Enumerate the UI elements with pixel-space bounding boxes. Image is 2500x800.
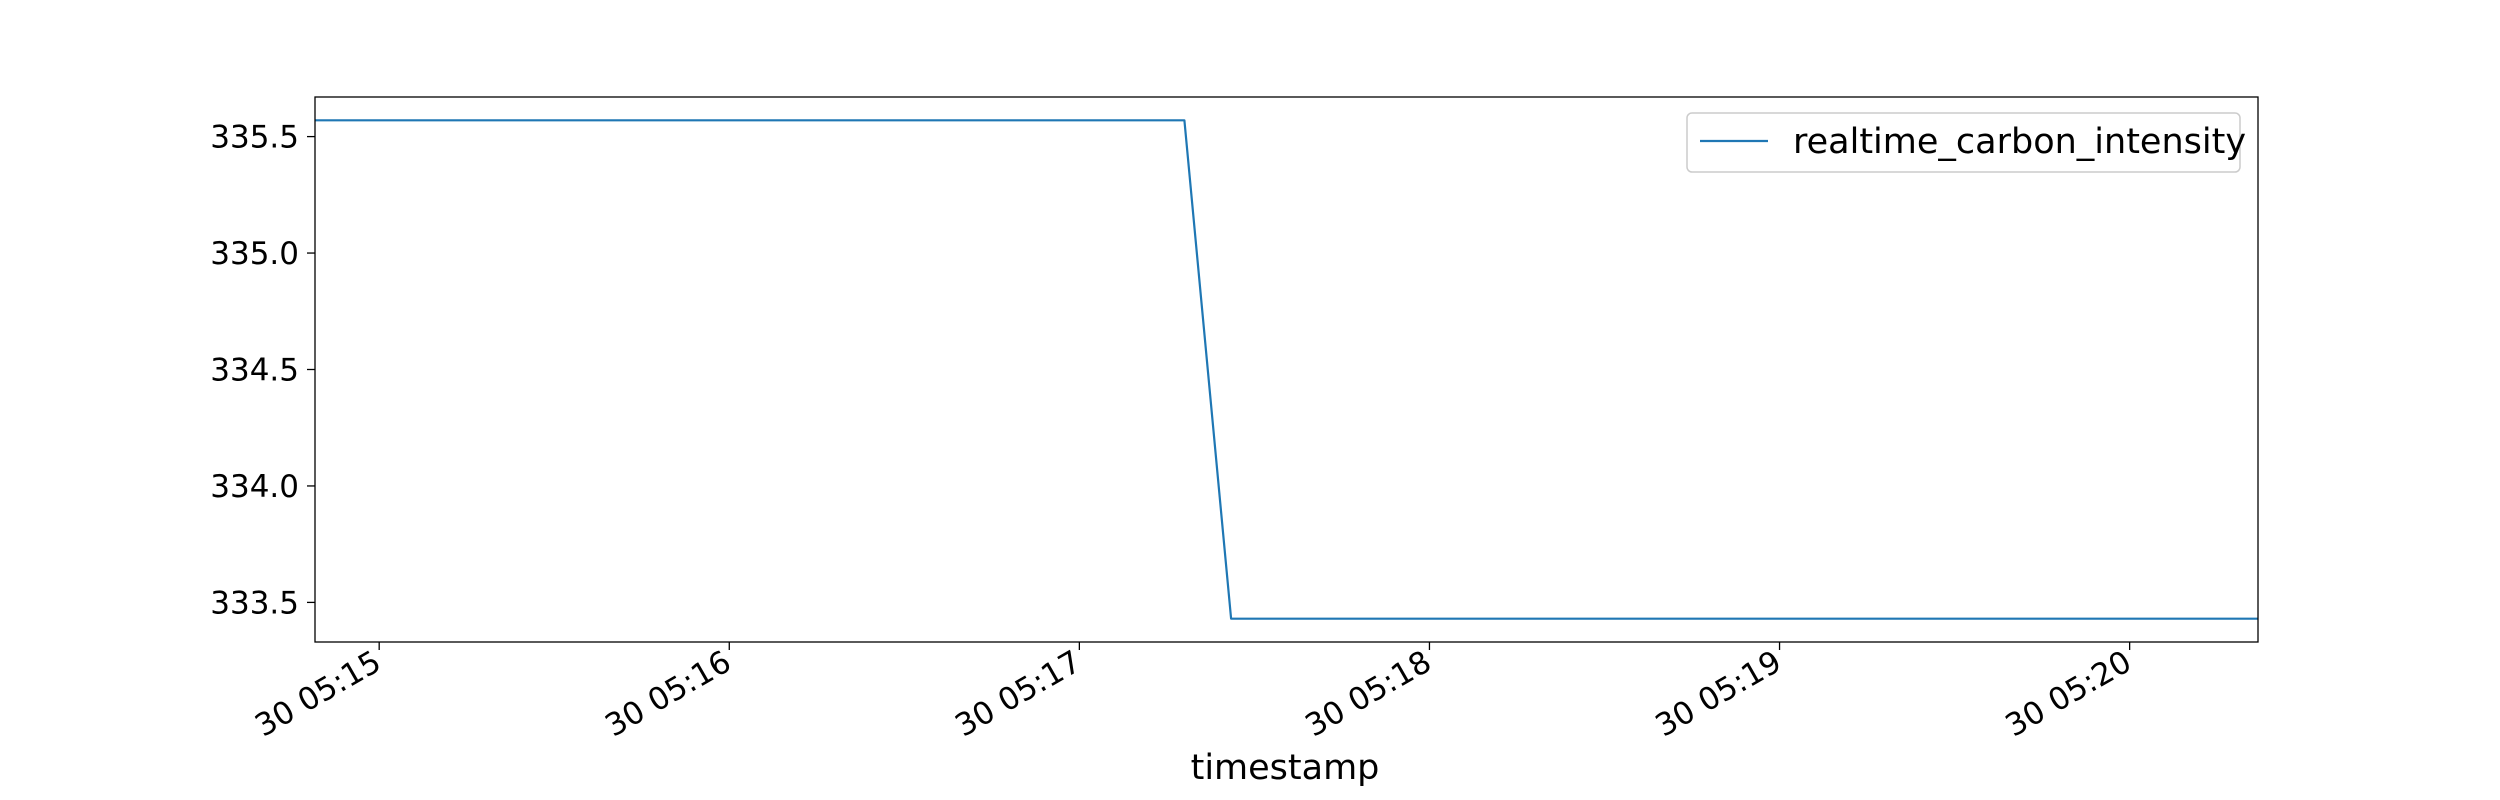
plot-area-frame (314, 96, 2259, 643)
legend: realtime_carbon_intensity (1686, 112, 2246, 173)
y-tick-label: 334.0 (210, 469, 299, 505)
y-tick-label: 333.5 (210, 585, 299, 621)
series-line (315, 119, 2258, 620)
legend-label: realtime_carbon_intensity (1793, 122, 2246, 162)
y-tick-label: 334.5 (210, 353, 299, 389)
x-axis-title: timestamp (1191, 748, 1380, 788)
legend-box (1686, 112, 2241, 173)
series-layer (315, 119, 2258, 620)
y-axis-ticks: 333.5 334.0 334.5 335.0 335.5 (210, 120, 315, 621)
y-tick-label: 335.0 (210, 236, 299, 272)
y-tick-label: 335.5 (210, 120, 299, 156)
